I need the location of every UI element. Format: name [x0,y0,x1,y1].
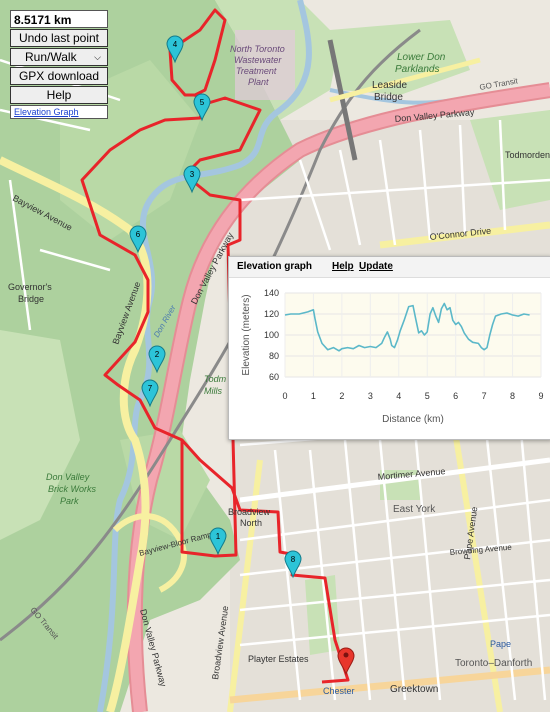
label-governors-bridge: Bridge [18,294,44,304]
label-east-york: East York [393,504,436,515]
waypoint-markers[interactable]: 1 2 3 4 5 6 7 8 [129,35,302,579]
distance-readout: 8.5171 km [10,10,108,28]
waypoint-marker-label: 5 [200,98,205,107]
waypoint-marker-label: 6 [136,230,141,239]
x-tick-label: 0 [282,391,287,401]
label-leaside: Leaside [372,80,407,91]
chevron-down-icon: ⌵ [94,52,101,62]
label-treatment: Treatment [236,66,277,76]
y-tick-label: 140 [264,288,279,298]
waypoint-marker-4[interactable]: 4 [166,35,184,64]
waypoint-marker-label: 4 [173,40,178,49]
label-broadview-north: Broadview [228,507,271,517]
waypoint-marker-label: 2 [155,350,160,359]
label-todm: Todm [204,374,227,384]
y-tick-label: 80 [269,351,279,361]
x-tick-label: 9 [538,391,543,401]
elevation-help-link[interactable]: Help [332,261,354,272]
y-tick-label: 120 [264,309,279,319]
x-tick-label: 2 [339,391,344,401]
x-tick-label: 8 [510,391,515,401]
elevation-panel-header: Elevation graph Help Update [229,257,550,278]
waypoint-marker-label: 3 [190,170,195,179]
label-bridge: Bridge [374,92,403,103]
y-tick-label: 100 [264,330,279,340]
label-pape: Pape [490,639,511,649]
label-parklands: Parklands [395,64,439,75]
park-area [470,110,550,210]
label-chester: Chester [323,686,355,696]
elevation-graph-panel: Elevation graph Help Update 60 80 100 120 14… [228,256,550,440]
gpx-download-button[interactable]: GPX download [10,67,108,85]
help-button[interactable]: Help [10,86,108,104]
end-marker[interactable] [337,647,355,676]
park-area [330,20,470,95]
label-todmorden: Todmorden [505,150,550,160]
label-toronto-danforth: Toronto–Danforth [455,658,532,669]
elevation-series-line [284,302,530,352]
label-governors: Governor's [8,282,52,292]
activity-mode-value: Run/Walk [25,50,77,64]
elevation-update-link[interactable]: Update [359,261,393,272]
label-lower-don: Lower Don [397,52,446,63]
label-plant: Plant [248,77,269,87]
waypoint-marker-1[interactable]: 1 [209,527,227,556]
label-north-toronto: North Toronto [230,44,285,54]
x-axis-label: Distance (km) [382,414,444,425]
label-greektown: Greektown [390,684,438,695]
waypoint-marker-6[interactable]: 6 [129,225,147,254]
y-axis-label: Elevation (meters) [241,294,252,375]
label-playter: Playter Estates [248,654,309,664]
waypoint-marker-7[interactable]: 7 [141,379,159,408]
park-area [0,330,80,540]
x-tick-label: 1 [311,391,316,401]
x-tick-label: 4 [396,391,401,401]
route-line [80,96,350,684]
waypoint-marker-8[interactable]: 8 [284,550,302,579]
undo-last-point-button[interactable]: Undo last point [10,29,108,47]
waypoint-marker-label: 1 [216,532,221,541]
label-broadview-north2: North [240,518,262,528]
y-tick-label: 60 [269,372,279,382]
waypoint-marker-label: 7 [148,384,153,393]
x-tick-label: 7 [482,391,487,401]
label-brick-1: Don Valley [46,472,90,482]
x-tick-label: 3 [368,391,373,401]
elevation-graph-link[interactable]: Elevation Graph [10,105,108,119]
waypoint-marker-label: 8 [291,555,296,564]
activity-mode-select[interactable]: Run/Walk ⌵ [10,48,108,66]
waypoint-marker-3[interactable]: 3 [183,165,201,194]
x-tick-label: 6 [453,391,458,401]
route-control-panel: 8.5171 km Undo last point Run/Walk ⌵ GPX… [10,10,108,119]
elevation-chart: 60 80 100 120 140 0 1 2 3 4 5 6 7 8 9 Distance (km) Elev… [241,288,544,425]
waypoint-marker-2[interactable]: 2 [148,345,166,374]
label-wastewater: Wastewater [234,55,282,65]
don-river [97,0,312,712]
waypoint-marker-5[interactable]: 5 [193,93,211,122]
label-brick-3: Park [60,496,79,506]
x-tick-label: 5 [425,391,430,401]
bayview-avenue [0,156,152,712]
label-mills: Mills [204,386,222,396]
label-brick-2: Brick Works [48,484,96,494]
elevation-panel-title: Elevation graph [237,261,313,272]
